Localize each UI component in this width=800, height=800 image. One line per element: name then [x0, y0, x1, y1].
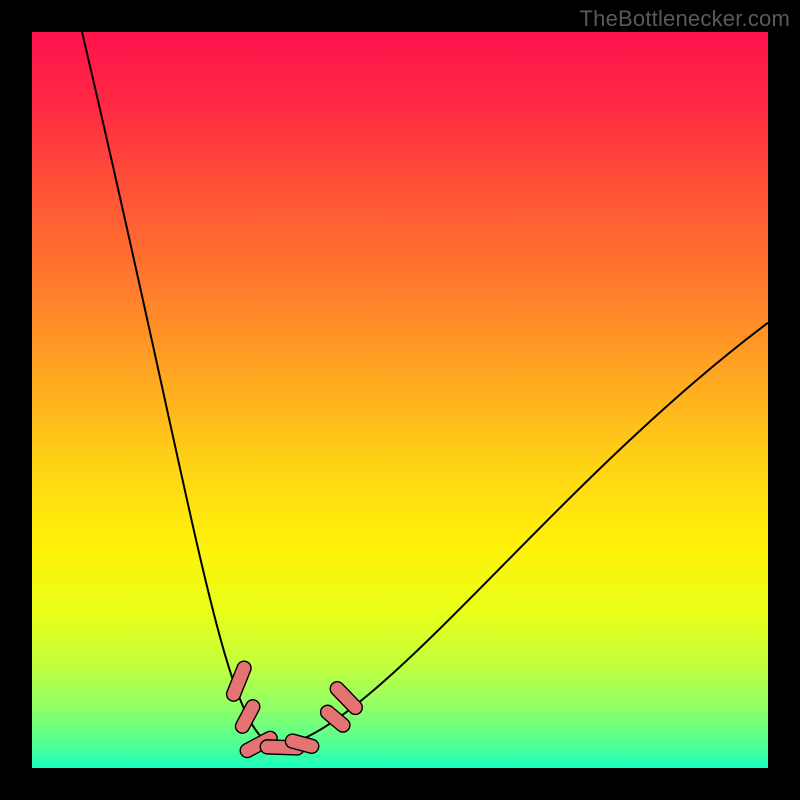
bottleneck-curve	[82, 32, 768, 747]
marker-group	[227, 661, 363, 757]
curve-layer	[32, 32, 768, 768]
plot-area	[32, 32, 768, 768]
chart-container: TheBottlenecker.com	[0, 0, 800, 800]
data-marker	[227, 661, 251, 701]
data-marker	[235, 700, 259, 733]
watermark-text: TheBottlenecker.com	[580, 6, 790, 32]
data-marker	[321, 705, 350, 732]
